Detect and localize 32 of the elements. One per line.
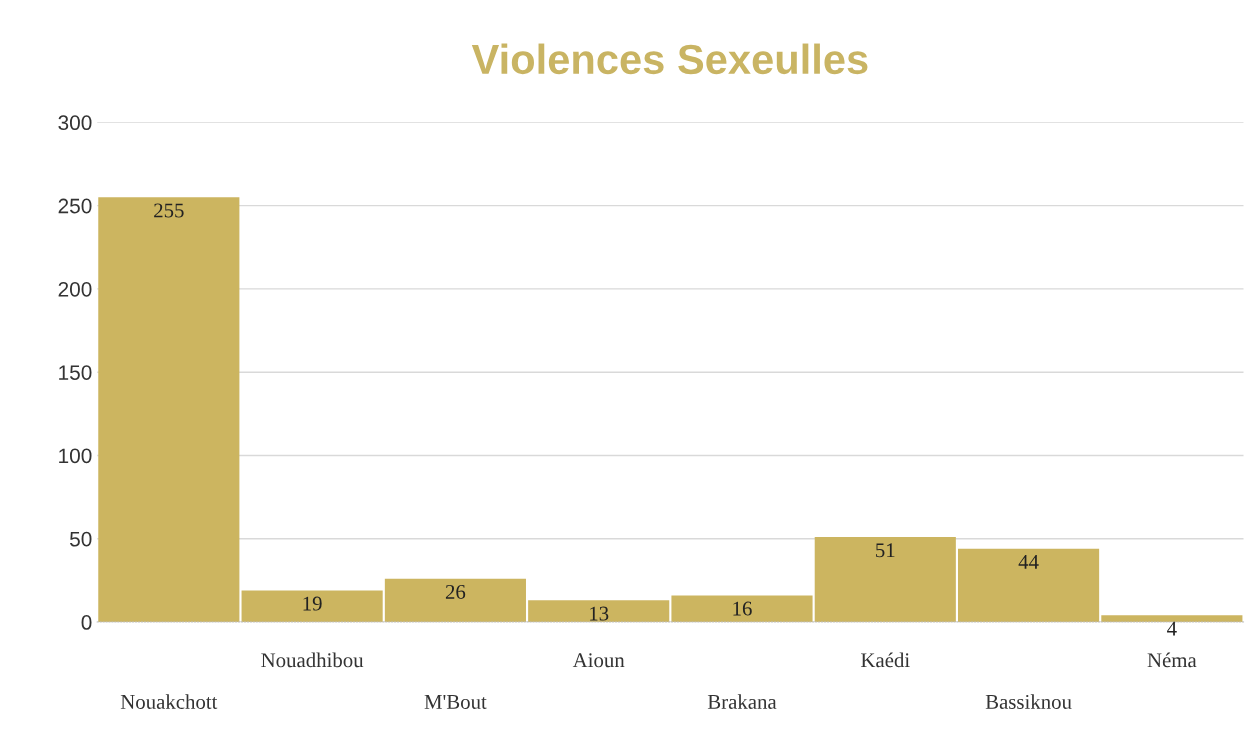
data-label: 13: [590, 606, 609, 621]
chart-title: Violences Sexeulles: [471, 43, 868, 75]
bar: [1101, 615, 1243, 623]
bar: [528, 600, 670, 623]
data-label: 19: [303, 596, 322, 611]
y-tick-label: 50: [69, 531, 92, 547]
y-tick-label: 300: [58, 115, 92, 131]
y-tick-label: 250: [58, 198, 92, 214]
y-tick-label: 150: [59, 365, 92, 380]
bar: [384, 578, 526, 623]
x-tick-label: Kaédi: [861, 652, 910, 668]
bar: [814, 537, 956, 623]
x-tick-label: Nouadhibou: [261, 652, 364, 668]
data-label: 26: [445, 584, 466, 599]
data-label: 44: [1018, 555, 1039, 569]
data-label: 16: [733, 601, 752, 616]
y-tick-label: 100: [59, 448, 92, 464]
data-label: 4: [1167, 621, 1177, 636]
x-tick-label: Aioun: [572, 653, 625, 668]
y-tick-label: 0: [81, 615, 92, 630]
x-tick-label: Nouakchott: [120, 694, 218, 709]
data-label: 255: [154, 203, 184, 218]
bar: [98, 197, 240, 623]
x-tick-label: Néma: [1147, 652, 1197, 668]
x-tick-label: Bassiknou: [985, 694, 1072, 709]
bar: [241, 590, 383, 623]
data-label: 51: [876, 543, 895, 558]
y-tick-label: 200: [58, 281, 92, 297]
x-tick-label: Brakana: [707, 694, 777, 709]
bar: [958, 548, 1100, 623]
x-tick-label: M'Bout: [424, 695, 487, 709]
bar: [671, 595, 813, 623]
